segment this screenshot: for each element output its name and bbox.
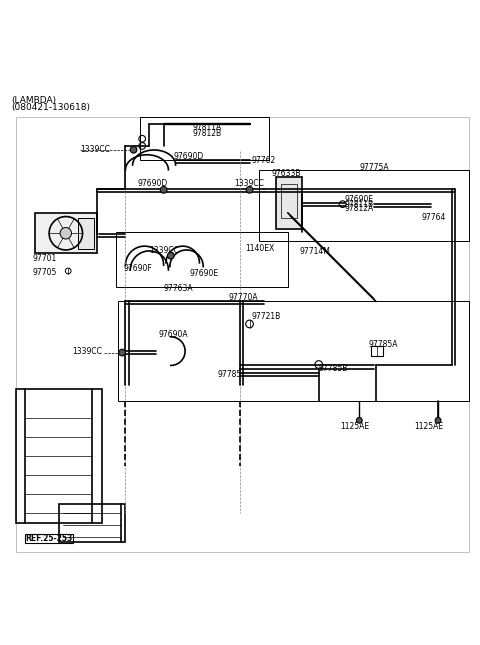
Circle shape (168, 252, 174, 259)
Circle shape (130, 146, 137, 153)
Text: 97770A: 97770A (228, 293, 258, 303)
Text: 1339CC: 1339CC (149, 246, 179, 255)
Text: 1140EX: 1140EX (245, 244, 274, 253)
Circle shape (357, 417, 362, 423)
Bar (118, 301, 469, 401)
Text: 97764: 97764 (421, 213, 446, 222)
Text: 97763A: 97763A (164, 284, 193, 293)
Text: 97785B: 97785B (319, 364, 348, 373)
Text: 97690E: 97690E (190, 269, 219, 278)
Text: 97785: 97785 (217, 370, 241, 379)
Bar (259, 170, 469, 241)
Bar (78, 217, 95, 248)
Text: 97690D: 97690D (173, 152, 204, 161)
Text: 97762: 97762 (252, 155, 276, 164)
Text: 97812B: 97812B (192, 129, 221, 138)
Text: 97785A: 97785A (369, 341, 398, 350)
Text: 97775A: 97775A (360, 163, 389, 172)
Text: 1339CC: 1339CC (80, 145, 110, 154)
Text: 97811B: 97811B (345, 200, 374, 208)
Circle shape (435, 417, 441, 423)
Bar (59, 504, 125, 542)
Bar (276, 177, 302, 230)
Text: 97714M: 97714M (300, 248, 331, 256)
Text: 97690A: 97690A (159, 330, 189, 339)
Bar (116, 232, 288, 287)
Text: 97812A: 97812A (345, 204, 374, 213)
Text: 97721B: 97721B (252, 312, 281, 321)
Circle shape (160, 186, 167, 193)
Text: 1125AE: 1125AE (340, 422, 369, 431)
Circle shape (246, 186, 253, 193)
Bar (140, 117, 269, 160)
Text: 1125AE: 1125AE (414, 422, 444, 431)
Text: 97811A: 97811A (192, 123, 222, 132)
Text: 97705: 97705 (33, 268, 57, 277)
Text: REF.25-253: REF.25-253 (25, 534, 72, 543)
Circle shape (60, 228, 72, 239)
Text: 1339CC: 1339CC (72, 346, 102, 355)
Text: 97690E: 97690E (345, 195, 374, 204)
Bar (281, 184, 297, 217)
Text: (080421-130618): (080421-130618) (11, 103, 90, 112)
Text: 1339CC: 1339CC (234, 179, 264, 188)
Text: 97690F: 97690F (123, 264, 152, 273)
Circle shape (119, 349, 125, 356)
Text: 97633B: 97633B (271, 169, 300, 178)
Bar (35, 213, 97, 253)
Bar (16, 390, 102, 523)
Bar (371, 346, 383, 356)
Text: 97701: 97701 (33, 253, 57, 263)
Text: 97690D: 97690D (137, 179, 168, 188)
Text: (LAMBDA): (LAMBDA) (11, 96, 56, 105)
